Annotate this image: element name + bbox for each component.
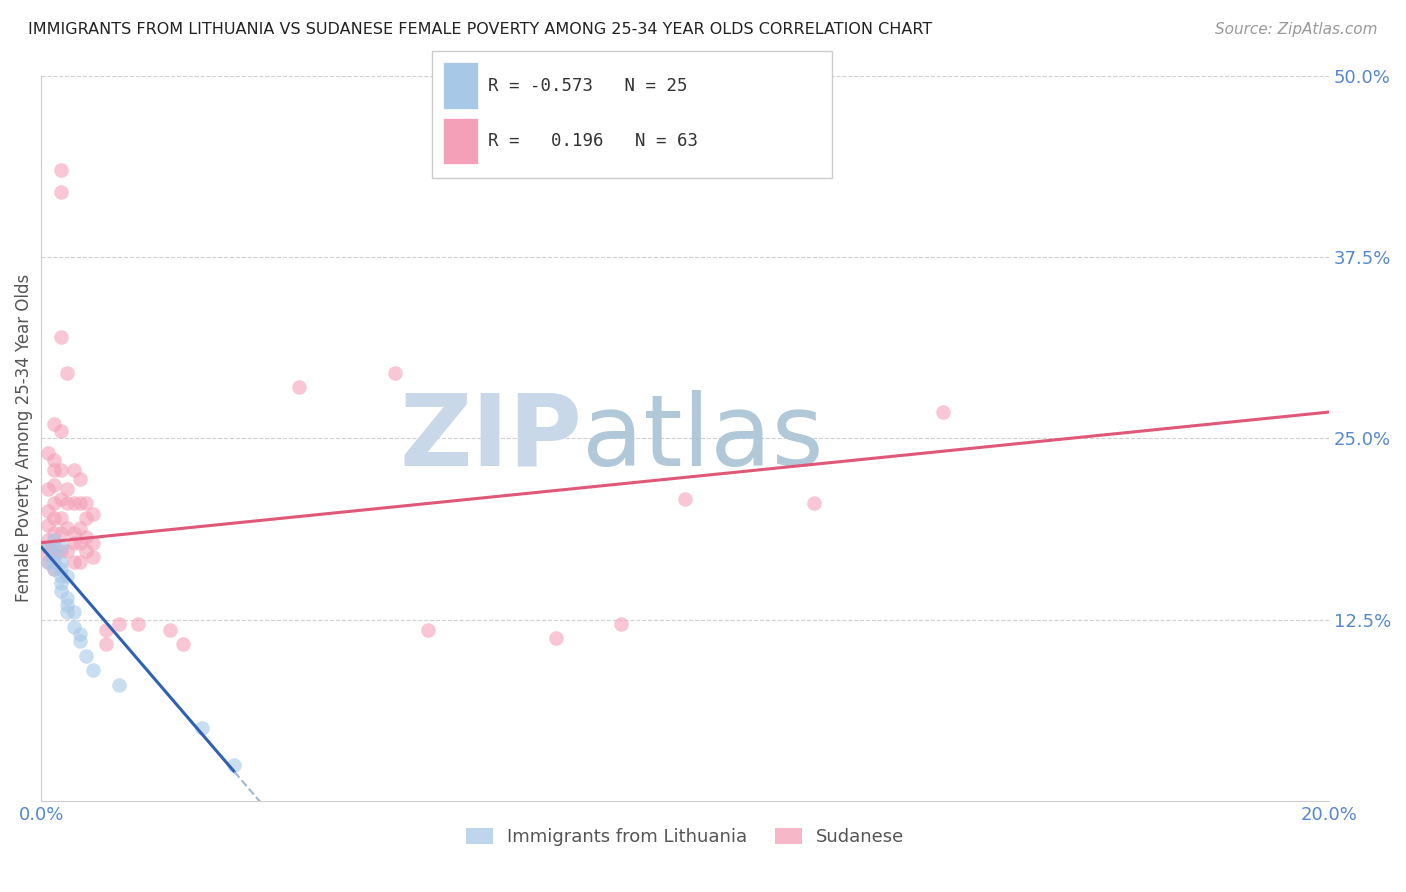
Point bbox=[49, 329, 72, 343]
Point bbox=[56, 482, 79, 496]
Point bbox=[56, 569, 79, 583]
Point bbox=[44, 477, 66, 491]
Point bbox=[62, 535, 84, 549]
Point bbox=[62, 555, 84, 569]
Point bbox=[673, 492, 696, 507]
Point bbox=[56, 521, 79, 535]
Point bbox=[44, 463, 66, 477]
Point bbox=[384, 366, 406, 380]
Point bbox=[49, 544, 72, 558]
Point bbox=[107, 616, 129, 631]
Point bbox=[44, 562, 66, 576]
Point bbox=[44, 511, 66, 525]
Point bbox=[159, 623, 181, 637]
Point bbox=[82, 550, 104, 565]
Point bbox=[56, 366, 79, 380]
Point bbox=[37, 540, 59, 554]
Point bbox=[56, 496, 79, 510]
Point bbox=[69, 496, 91, 510]
Point bbox=[172, 637, 194, 651]
Point bbox=[546, 632, 568, 646]
Point bbox=[49, 162, 72, 177]
Point bbox=[49, 492, 72, 507]
Point bbox=[62, 605, 84, 619]
Point bbox=[56, 591, 79, 605]
Text: Source: ZipAtlas.com: Source: ZipAtlas.com bbox=[1215, 22, 1378, 37]
Point bbox=[37, 547, 59, 561]
Point bbox=[37, 518, 59, 533]
Point bbox=[49, 185, 72, 199]
Point bbox=[49, 562, 72, 576]
Point bbox=[62, 525, 84, 540]
Point bbox=[49, 555, 72, 569]
Point bbox=[37, 533, 59, 547]
Point bbox=[416, 623, 439, 637]
Text: R = -0.573   N = 25: R = -0.573 N = 25 bbox=[488, 77, 688, 95]
Point bbox=[49, 540, 72, 554]
Point bbox=[37, 540, 59, 554]
Point bbox=[69, 535, 91, 549]
Point bbox=[44, 540, 66, 554]
Point bbox=[224, 757, 246, 772]
Point bbox=[37, 504, 59, 518]
Point bbox=[75, 530, 97, 544]
Point bbox=[44, 453, 66, 467]
Point bbox=[37, 555, 59, 569]
Point bbox=[82, 663, 104, 677]
Point bbox=[44, 417, 66, 431]
Point bbox=[75, 496, 97, 510]
Point bbox=[56, 598, 79, 612]
Point bbox=[288, 380, 311, 394]
Point bbox=[49, 424, 72, 438]
Point bbox=[44, 555, 66, 569]
Point bbox=[75, 544, 97, 558]
Point bbox=[44, 496, 66, 510]
Legend: Immigrants from Lithuania, Sudanese: Immigrants from Lithuania, Sudanese bbox=[458, 821, 911, 854]
Point bbox=[69, 634, 91, 648]
Point bbox=[191, 722, 214, 736]
Point bbox=[69, 521, 91, 535]
Point bbox=[69, 472, 91, 486]
Point bbox=[62, 463, 84, 477]
Point bbox=[49, 511, 72, 525]
Point bbox=[37, 446, 59, 460]
Point bbox=[94, 623, 117, 637]
Point bbox=[75, 648, 97, 663]
Point bbox=[44, 547, 66, 561]
Point bbox=[56, 544, 79, 558]
Text: ZIP: ZIP bbox=[399, 390, 582, 487]
Point bbox=[44, 525, 66, 540]
Point bbox=[49, 576, 72, 591]
Point bbox=[931, 405, 953, 419]
Point bbox=[37, 555, 59, 569]
Text: atlas: atlas bbox=[582, 390, 824, 487]
Point bbox=[609, 616, 631, 631]
Point bbox=[127, 616, 149, 631]
Point bbox=[49, 583, 72, 598]
Point bbox=[44, 550, 66, 565]
Point bbox=[44, 562, 66, 576]
Point bbox=[56, 605, 79, 619]
Point bbox=[69, 627, 91, 641]
Point bbox=[803, 496, 825, 510]
Point bbox=[69, 555, 91, 569]
Point bbox=[62, 496, 84, 510]
Point bbox=[94, 637, 117, 651]
Point bbox=[82, 507, 104, 521]
Point bbox=[49, 525, 72, 540]
Point bbox=[75, 511, 97, 525]
Point bbox=[37, 482, 59, 496]
Point bbox=[82, 535, 104, 549]
Y-axis label: Female Poverty Among 25-34 Year Olds: Female Poverty Among 25-34 Year Olds bbox=[15, 274, 32, 602]
Point bbox=[49, 463, 72, 477]
Text: R =   0.196   N = 63: R = 0.196 N = 63 bbox=[488, 132, 697, 150]
Point bbox=[107, 678, 129, 692]
Point bbox=[44, 533, 66, 547]
Text: IMMIGRANTS FROM LITHUANIA VS SUDANESE FEMALE POVERTY AMONG 25-34 YEAR OLDS CORRE: IMMIGRANTS FROM LITHUANIA VS SUDANESE FE… bbox=[28, 22, 932, 37]
Point bbox=[62, 620, 84, 634]
Point bbox=[49, 569, 72, 583]
